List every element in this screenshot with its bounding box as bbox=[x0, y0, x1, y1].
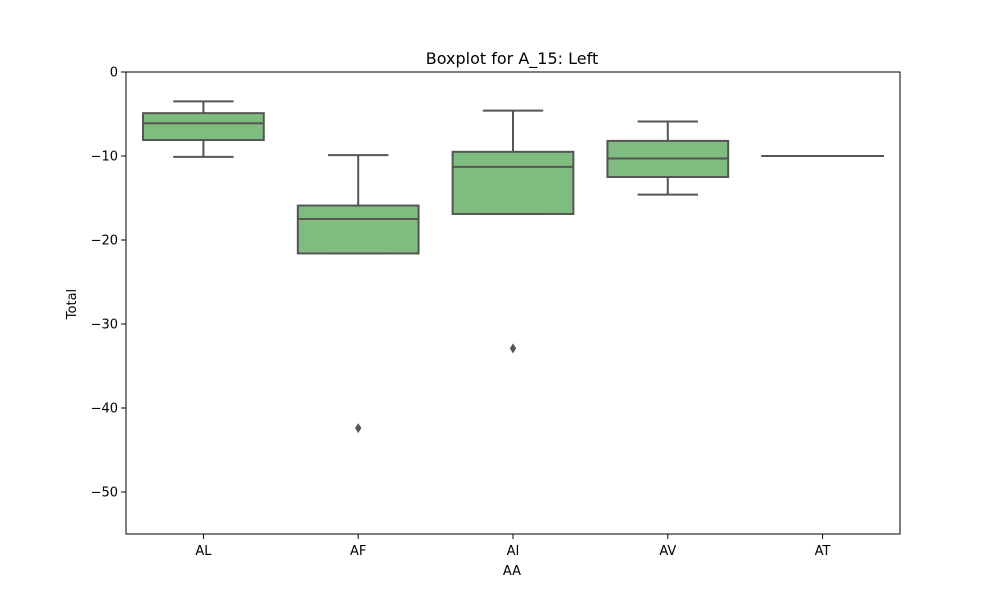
y-tick-label: −50 bbox=[91, 486, 118, 501]
x-axis-label: AA bbox=[503, 564, 521, 579]
x-tick-label: AV bbox=[659, 544, 676, 559]
outlier-af-0 bbox=[355, 423, 362, 434]
x-tick-label: AT bbox=[815, 544, 831, 559]
outlier-ai-0 bbox=[509, 343, 517, 354]
x-tick-label: AI bbox=[507, 544, 520, 559]
y-tick-label: 0 bbox=[110, 66, 118, 81]
x-tick-label: AL bbox=[195, 544, 212, 559]
y-tick-label: −30 bbox=[91, 318, 118, 333]
y-tick-label: −40 bbox=[91, 402, 118, 417]
box-al bbox=[142, 112, 265, 142]
y-axis-label: Total bbox=[65, 289, 80, 320]
plot-area: 0 −10 −20 −30 −40 −50 AL AF AI AV AT bbox=[91, 66, 901, 559]
box-ai bbox=[451, 150, 575, 215]
y-tick-label: −10 bbox=[91, 150, 118, 165]
box-af bbox=[296, 204, 420, 255]
chart-title: Boxplot for A_15: Left bbox=[426, 49, 598, 69]
y-tick-label: −20 bbox=[91, 234, 118, 249]
x-tick-label: AF bbox=[350, 544, 366, 559]
